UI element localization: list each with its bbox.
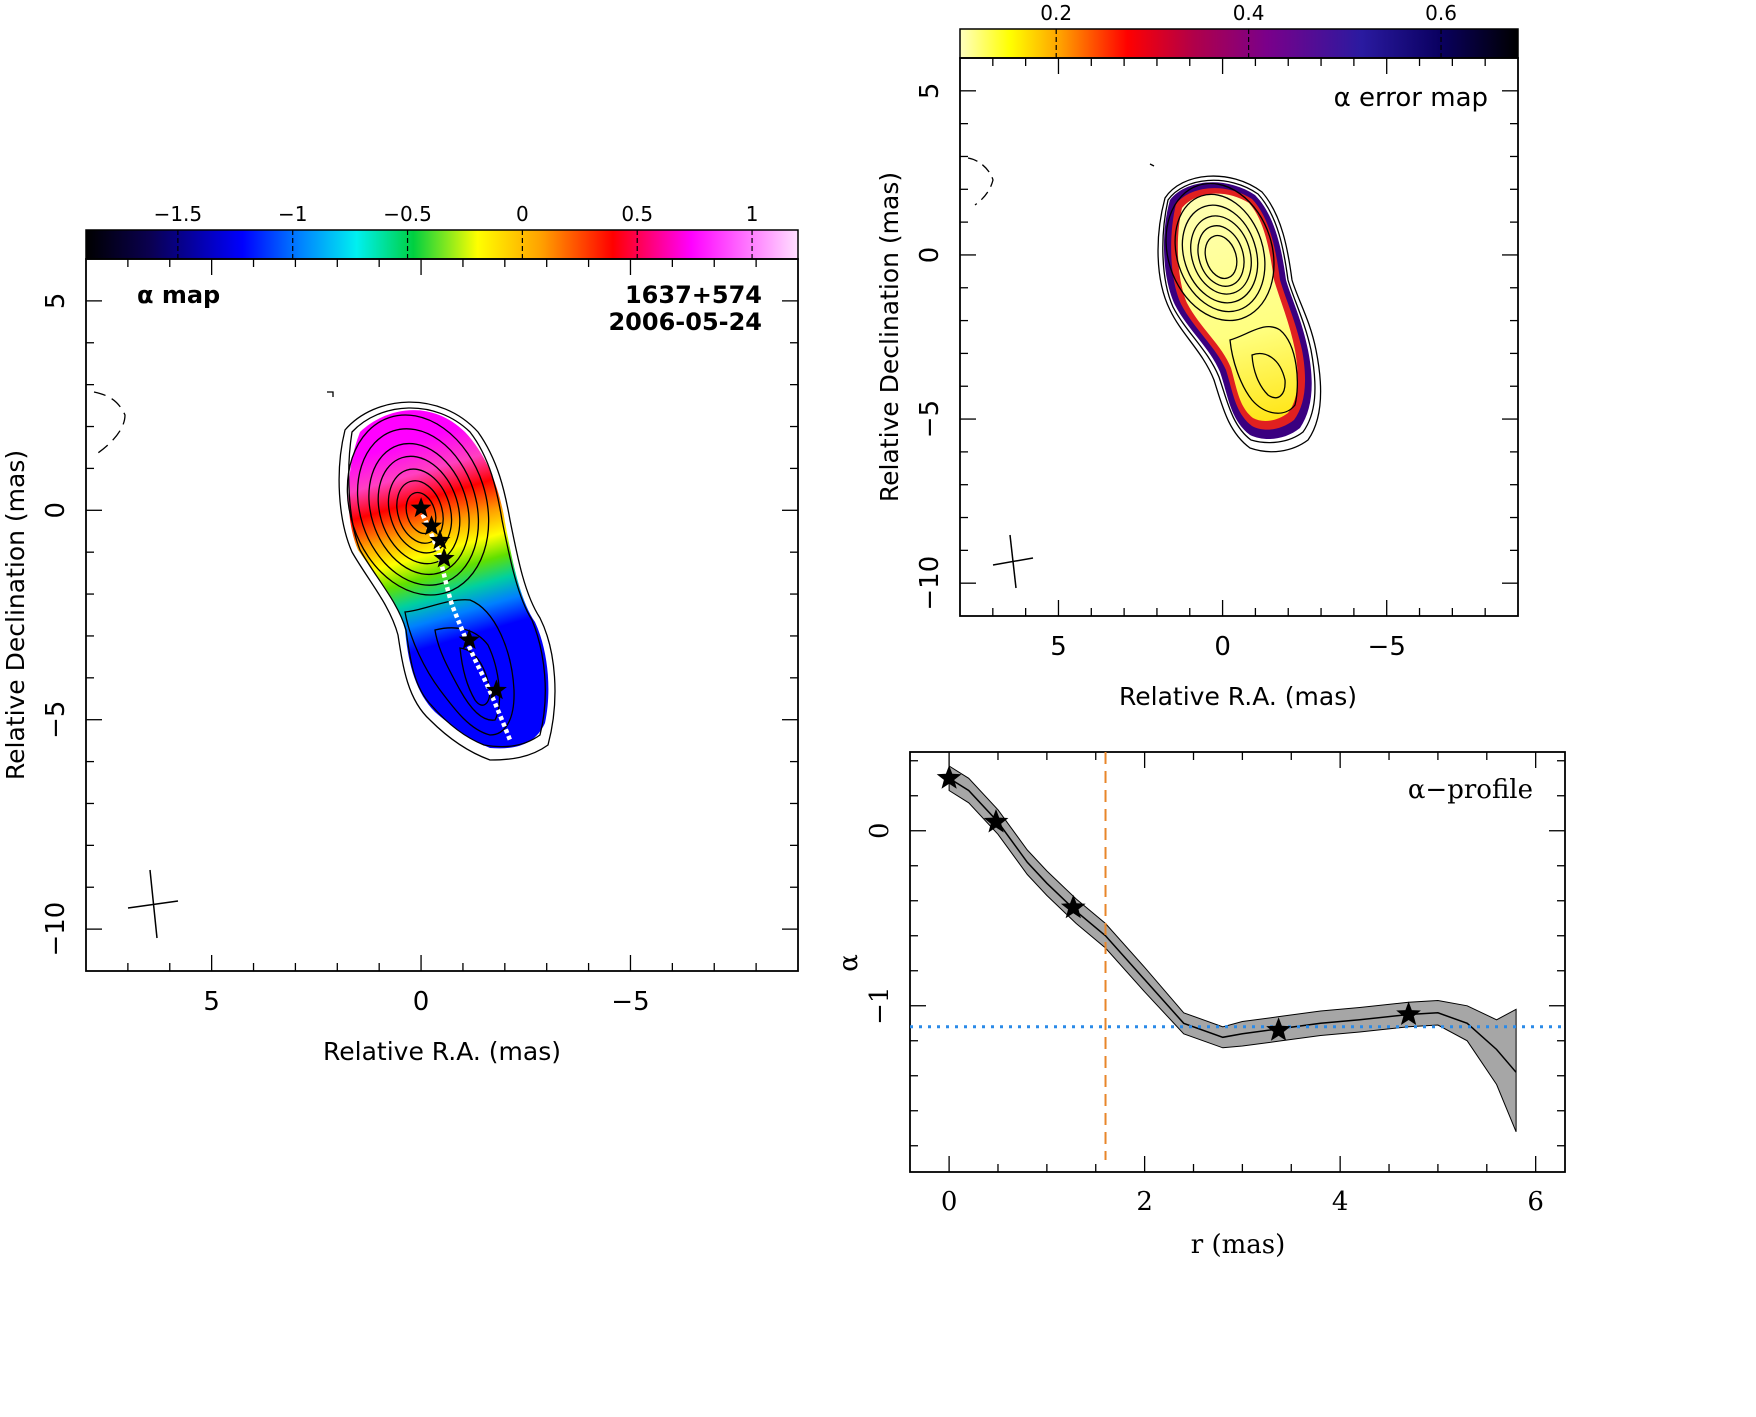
y-tick-label: −5: [41, 701, 71, 739]
alpha-error-map-panel: 0.2 0.4 0.6 5 0 −5 5 0 −5 −10 α error map Relati…: [875, 1, 1519, 711]
colorbar-tick-label: 0.2: [1040, 1, 1072, 25]
y-tick-label: 5: [915, 83, 945, 100]
y-tick-label: −10: [915, 556, 945, 611]
alpha-error-map-ylabel: Relative Declination (mas): [875, 172, 904, 502]
alpha-error-map-title: α error map: [1334, 83, 1488, 113]
alpha-error-map-xlabel: Relative R.A. (mas): [1119, 682, 1357, 711]
y-tick-label: 0: [865, 822, 895, 839]
observation-date: 2006-05-24: [608, 308, 762, 336]
y-tick-label: 0: [915, 247, 945, 264]
error-contours: [967, 157, 1322, 453]
ridge-star: [421, 515, 442, 536]
alpha-profile-axes: 0 2 4 6 0 −1: [865, 752, 1565, 1217]
alpha-profile-stars: [936, 765, 1421, 1041]
colorbar-tick-label: −1.5: [154, 202, 203, 226]
profile-star: [1060, 894, 1086, 919]
alpha-profile-xlabel: r (mas): [1191, 1230, 1285, 1260]
alpha-profile-error-band: [948, 765, 1517, 1132]
profile-star: [1266, 1017, 1291, 1041]
alpha-map-frame: [85, 258, 799, 972]
x-tick-label: 0: [413, 987, 430, 1017]
alpha-map-panel: −1.5 −1 −0.5 0 0.5 1 5 0 −5 5 0 −5 −10 α map 1637+5…: [1, 202, 799, 1066]
x-tick-label: −5: [1368, 632, 1406, 662]
error-map-beam: [992, 534, 1034, 589]
ridge-star: [429, 529, 451, 550]
error-colorbar-ticks: 0.2 0.4 0.6: [1040, 1, 1457, 58]
profile-star: [936, 765, 962, 789]
source-name: 1637+574: [625, 281, 762, 309]
alpha-colorbar-ticks: −1.5 −1 −0.5 0 0.5 1: [154, 202, 759, 259]
alpha-map-ylabel: Relative Declination (mas): [1, 450, 30, 780]
x-tick-label: 0: [1214, 632, 1231, 662]
alpha-map-beam: [127, 869, 179, 939]
ridge-star: [486, 679, 507, 700]
alpha-profile-line: [948, 777, 1517, 1073]
profile-star: [983, 809, 1009, 833]
x-tick-label: 6: [1527, 1187, 1544, 1217]
alpha-contours: [93, 391, 556, 761]
error-colorbar: [959, 28, 1519, 59]
y-tick-label: −5: [915, 400, 945, 438]
y-tick-label: −10: [41, 902, 71, 957]
ridge-star: [433, 547, 455, 568]
ridge-star: [410, 497, 432, 518]
x-tick-label: 2: [1136, 1187, 1153, 1217]
alpha-profile-panel: 0 2 4 6 0 −1 α−profile r (mas) α: [834, 751, 1566, 1260]
x-tick-label: −5: [611, 987, 649, 1017]
colorbar-tick-label: −0.5: [383, 202, 432, 226]
colorbar-tick-label: 0.5: [621, 202, 653, 226]
alpha-ridge-line: [417, 507, 513, 741]
profile-star: [1396, 1001, 1421, 1025]
alpha-error-map-frame: [959, 57, 1519, 617]
alpha-map-axes: 5 0 −5 5 0 −5 −10: [41, 259, 798, 1017]
colorbar-tick-label: 0: [516, 202, 529, 226]
alpha-profile-ylabel: α: [834, 954, 864, 972]
alpha-map-title: α map: [137, 281, 220, 309]
colorbar-tick-label: 0.6: [1425, 1, 1457, 25]
x-tick-label: 5: [1050, 632, 1067, 662]
colorbar-tick-label: 1: [746, 202, 759, 226]
colorbar-tick-label: −1: [278, 202, 307, 226]
colorbar-tick-label: 0.4: [1233, 1, 1265, 25]
alpha-map-stars: [410, 497, 507, 700]
y-tick-label: −1: [865, 987, 895, 1025]
alpha-error-map-axes: 5 0 −5 5 0 −5 −10: [915, 58, 1518, 662]
y-tick-label: 0: [41, 502, 71, 519]
alpha-colorbar: [85, 229, 799, 260]
alpha-profile-frame: [909, 751, 1566, 1173]
y-tick-label: 5: [41, 293, 71, 310]
alpha-map-xlabel: Relative R.A. (mas): [323, 1037, 561, 1066]
ridge-star: [458, 629, 480, 649]
error-jet-inner: [1177, 193, 1298, 421]
alpha-profile-title: α−profile: [1408, 775, 1533, 805]
x-tick-label: 0: [941, 1187, 958, 1217]
x-tick-label: 4: [1332, 1187, 1349, 1217]
x-tick-label: 5: [203, 987, 220, 1017]
